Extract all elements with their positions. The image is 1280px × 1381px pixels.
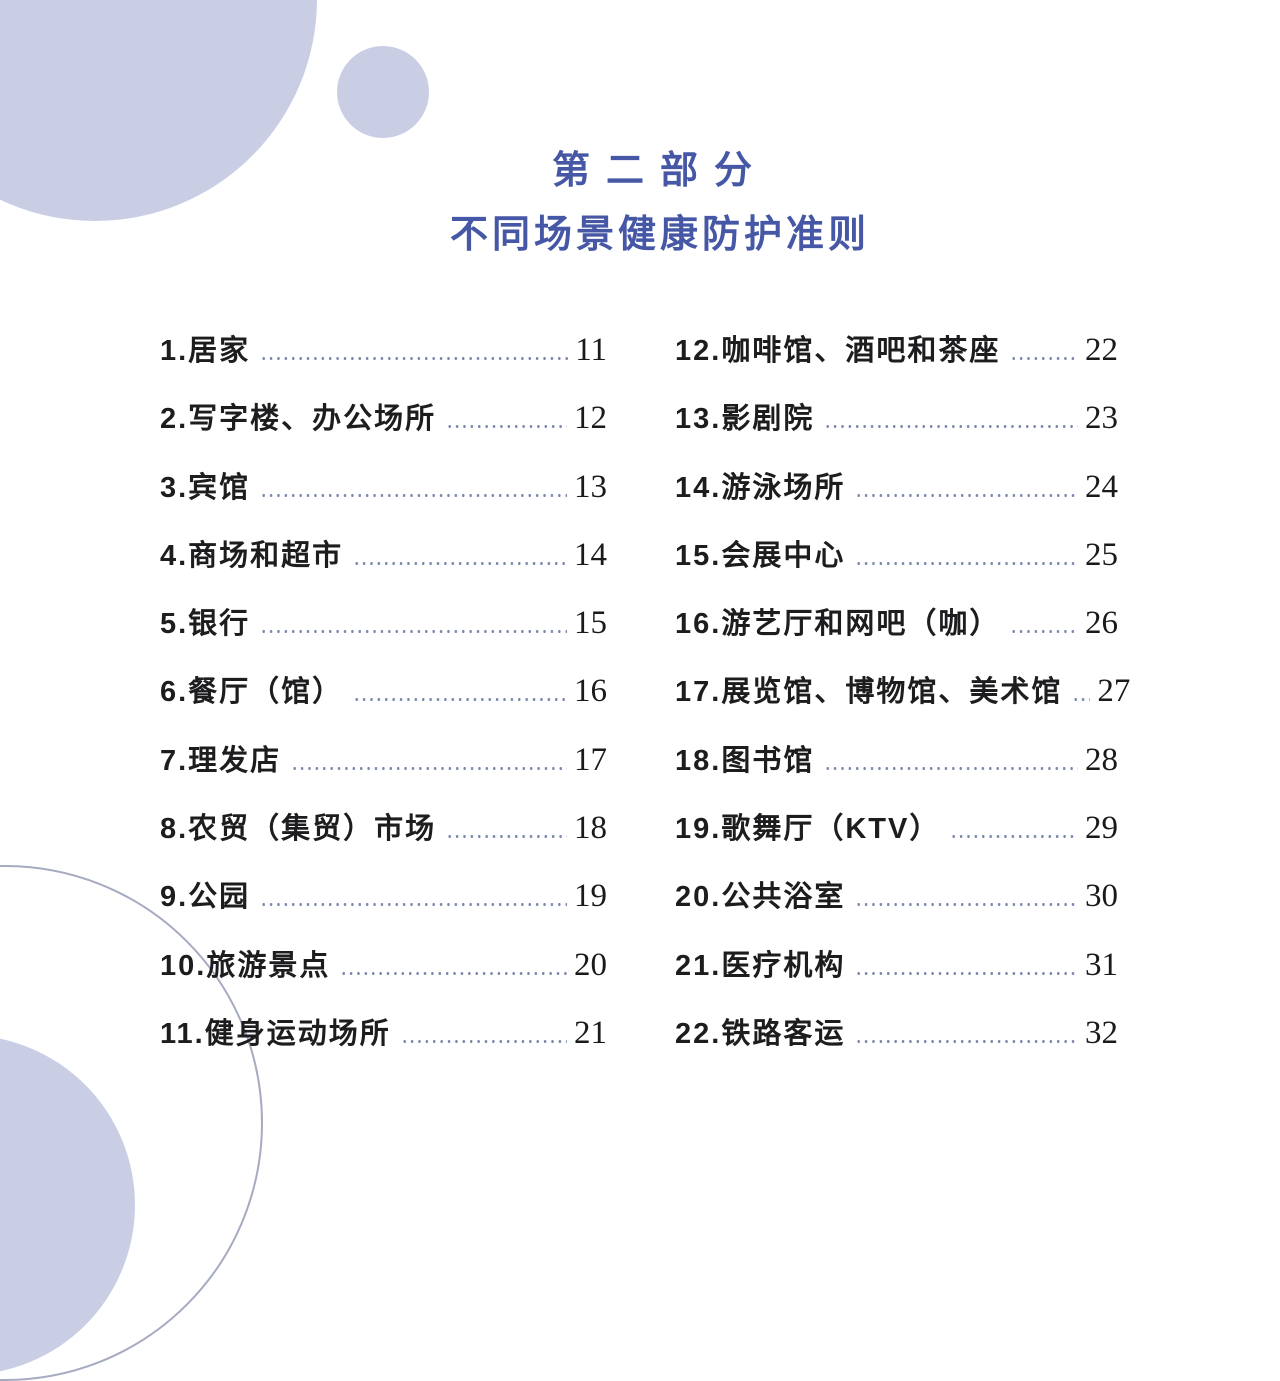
toc-entry-page-number: 18: [574, 810, 607, 847]
toc-entry: 12.咖啡馆、酒吧和茶座 22: [675, 330, 1118, 371]
toc-entry: 4.商场和超市 14: [160, 535, 607, 576]
toc-entry: 20.公共浴室 30: [675, 876, 1118, 917]
toc-entry-label: 4.商场和超市: [160, 539, 344, 572]
toc-entry-label: 17.展览馆、博物馆、美术馆: [675, 676, 1063, 709]
toc-entry-label: 11.健身运动场所: [160, 1017, 391, 1050]
dotted-leader: [855, 903, 1078, 907]
toc-entry: 14.游泳场所 24: [675, 467, 1118, 508]
dotted-leader: [950, 835, 1078, 839]
toc-entry-label: 22.铁路客运: [675, 1017, 846, 1050]
toc-entry: 5.银行 15: [160, 603, 607, 644]
toc-entry: 6.餐厅（馆） 16: [160, 671, 607, 712]
toc-entry-label: 13.影剧院: [675, 403, 815, 436]
toc-entry: 17.展览馆、博物馆、美术馆 27: [675, 671, 1130, 712]
toc-entry-page-number: 15: [574, 605, 607, 642]
toc-entry: 19.歌舞厅（KTV） 29: [675, 808, 1118, 849]
toc-entry: 18.图书馆 28: [675, 740, 1118, 781]
toc-entry-page-number: 26: [1085, 605, 1118, 642]
toc-entry: 21.医疗机构 31: [675, 945, 1118, 986]
dotted-leader: [824, 766, 1078, 770]
toc-entry-page-number: 30: [1085, 878, 1118, 915]
toc-entry-label: 12.咖啡馆、酒吧和茶座: [675, 335, 1001, 367]
toc-entry: 10.旅游景点 20: [160, 945, 607, 986]
dotted-leader: [260, 630, 567, 634]
toc-column-right: 12.咖啡馆、酒吧和茶座 22 13.影剧院 23 14.游泳场所 24 15.…: [675, 330, 1130, 1081]
dotted-leader: [446, 425, 567, 429]
dotted-leader: [824, 425, 1078, 429]
toc-entry-page-number: 23: [1085, 400, 1118, 437]
toc-entry: 8.农贸（集贸）市场 18: [160, 808, 607, 849]
toc-entry-label: 21.医疗机构: [675, 949, 846, 982]
toc-entry-page-number: 17: [574, 741, 607, 778]
dotted-leader: [1010, 630, 1078, 634]
toc-entry: 15.会展中心 25: [675, 535, 1118, 576]
section-subtitle: 不同场景健康防护准则: [449, 214, 870, 256]
dotted-leader: [855, 493, 1078, 497]
dotted-leader: [855, 971, 1078, 975]
toc-entry: 11.健身运动场所 21: [160, 1013, 607, 1054]
toc-entry-page-number: 12: [574, 400, 607, 437]
toc-entry-page-number: 20: [574, 946, 607, 983]
toc-entry: 13.影剧院 23: [675, 398, 1118, 439]
toc-entry-label: 10.旅游景点: [160, 949, 331, 982]
toc-entry-label: 15.会展中心: [675, 539, 846, 572]
toc-entry-label: 19.歌舞厅（KTV）: [675, 813, 941, 846]
dotted-leader: [855, 561, 1078, 565]
toc-entry-label: 20.公共浴室: [675, 881, 846, 914]
decorative-circle-top-left-small: [337, 46, 429, 138]
toc-entry-label: 2.写字楼、办公场所: [160, 403, 437, 436]
toc-entry-page-number: 31: [1085, 946, 1118, 983]
dotted-leader: [446, 835, 567, 839]
toc-entry-label: 7.理发店: [160, 744, 282, 777]
toc-entry: 7.理发店 17: [160, 740, 607, 781]
toc-entry-label: 6.餐厅（馆）: [160, 676, 344, 709]
toc-entry-page-number: 14: [574, 536, 607, 573]
dotted-leader: [1072, 698, 1091, 702]
toc-entry: 22.铁路客运 32: [675, 1013, 1118, 1054]
toc-entry-page-number: 29: [1085, 810, 1118, 847]
toc-entry-page-number: 13: [574, 468, 607, 505]
dotted-leader: [260, 357, 569, 360]
dotted-leader: [400, 1039, 567, 1043]
toc-entry-page-number: 25: [1085, 536, 1118, 573]
toc-entry-label: 3.宾馆: [160, 471, 251, 504]
dotted-leader: [340, 971, 567, 975]
dotted-leader: [260, 903, 567, 907]
toc-entry-page-number: 11: [575, 332, 607, 368]
dotted-leader: [1010, 357, 1078, 360]
section-title: 第二部分: [551, 150, 768, 192]
toc-entry-page-number: 27: [1097, 673, 1131, 710]
toc-entry-page-number: 24: [1085, 468, 1118, 505]
toc-entry-label: 8.农贸（集贸）市场: [160, 813, 437, 846]
section-title-block: 第二部分 不同场景健康防护准则: [40, 148, 1280, 258]
toc-entry-label: 14.游泳场所: [675, 471, 846, 504]
toc-entry-label: 5.银行: [160, 608, 251, 641]
toc-entry: 16.游艺厅和网吧（咖） 26: [675, 603, 1118, 644]
toc-entry-page-number: 28: [1085, 741, 1118, 778]
toc-column-left: 1.居家 11 2.写字楼、办公场所 12 3.宾馆 13 4.商场和超市 14…: [160, 330, 607, 1081]
toc-entry-label: 16.游艺厅和网吧（咖）: [675, 608, 1001, 641]
toc-entry: 3.宾馆 13: [160, 467, 607, 508]
toc-entry-page-number: 21: [574, 1014, 607, 1051]
dotted-leader: [260, 493, 567, 497]
toc-entry-page-number: 22: [1085, 332, 1118, 368]
dotted-leader: [291, 766, 567, 770]
toc-entry: 2.写字楼、办公场所 12: [160, 398, 607, 439]
table-of-contents: 1.居家 11 2.写字楼、办公场所 12 3.宾馆 13 4.商场和超市 14…: [160, 330, 1130, 1081]
toc-entry-page-number: 16: [574, 673, 607, 710]
toc-entry-label: 1.居家: [160, 335, 251, 367]
toc-entry-page-number: 19: [574, 878, 607, 915]
dotted-leader: [353, 698, 567, 702]
toc-entry: 1.居家 11: [160, 330, 607, 371]
toc-entry-page-number: 32: [1085, 1014, 1118, 1051]
toc-entry: 9.公园 19: [160, 876, 607, 917]
toc-entry-label: 18.图书馆: [675, 744, 815, 777]
dotted-leader: [855, 1039, 1078, 1043]
toc-entry-label: 9.公园: [160, 881, 251, 914]
dotted-leader: [353, 561, 567, 565]
